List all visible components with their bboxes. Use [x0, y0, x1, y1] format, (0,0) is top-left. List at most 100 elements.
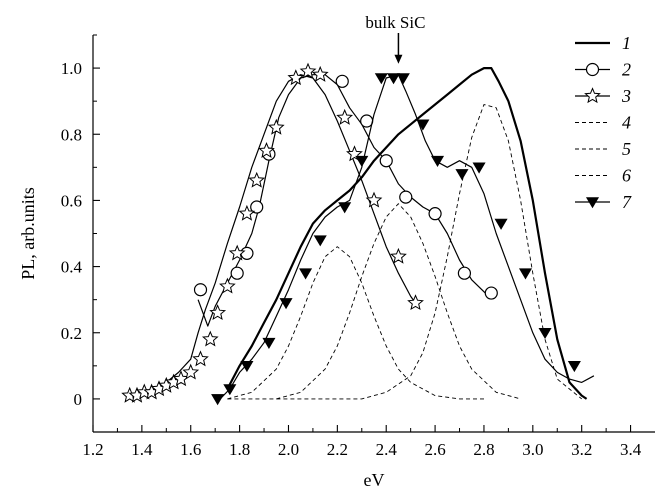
series-7-marker: [455, 169, 469, 181]
series-7-marker: [374, 73, 388, 85]
x-tick-label: 2.6: [424, 440, 445, 459]
series-3-line: [124, 74, 416, 397]
series-2-marker: [484, 286, 498, 300]
series-6: [227, 104, 582, 400]
series-7-marker: [431, 155, 445, 168]
series-7-marker: [494, 218, 508, 230]
series-5-line: [276, 203, 521, 400]
legend: 1 2 3 4 5 6 7: [575, 33, 632, 212]
series-2-marker: [399, 190, 413, 204]
legend-label: 1: [622, 33, 631, 53]
legend-label: 3: [621, 86, 631, 106]
series-4-line: [227, 246, 484, 400]
series-3-marker: [299, 62, 317, 79]
series-7-marker: [338, 202, 352, 214]
series-7-marker: [396, 73, 410, 85]
y-tick-label: 0.6: [61, 191, 82, 210]
legend-item-2: 2: [575, 60, 631, 80]
series-3-marker: [267, 118, 285, 135]
series-7-line: [219, 74, 595, 400]
series-3-marker: [336, 108, 354, 125]
series-3-marker: [182, 363, 200, 380]
legend-label: 4: [622, 113, 631, 133]
series-3-marker: [407, 294, 424, 311]
series-7: [211, 73, 595, 406]
series-2-marker: [335, 74, 349, 88]
series-3-marker: [238, 204, 256, 221]
series-7-marker: [387, 73, 401, 85]
series-6-line: [227, 104, 582, 400]
series-7-marker: [299, 268, 313, 280]
x-tick-label: 1.6: [180, 440, 201, 459]
series-7-marker: [355, 155, 369, 168]
series-3-marker: [248, 171, 266, 188]
series-3-marker: [287, 69, 305, 86]
series-1: [226, 66, 588, 400]
series-7-marker: [279, 298, 293, 310]
legend-label: 7: [622, 192, 632, 212]
x-tick-label: 3.4: [620, 440, 642, 459]
annotation-arrow-head: [394, 54, 403, 64]
x-tick-label: 2.0: [278, 440, 299, 459]
series-2-marker: [379, 154, 393, 168]
series-5: [276, 203, 521, 400]
series-3-marker: [192, 350, 209, 367]
series-3-marker: [311, 65, 329, 82]
series-4: [227, 246, 484, 400]
series-3-marker: [390, 247, 407, 264]
series-3-marker: [228, 244, 246, 261]
series-7-marker: [538, 327, 552, 340]
series-2-marker: [230, 266, 244, 280]
legend-item-7: 7: [575, 192, 632, 212]
series-7-marker: [567, 361, 581, 373]
legend-swatch-marker: [585, 62, 600, 77]
y-tick-label: 0: [74, 390, 83, 409]
x-tick-label: 2.4: [376, 440, 398, 459]
legend-item-3: 3: [575, 86, 631, 106]
series-2-marker: [250, 200, 264, 214]
legend-label: 2: [622, 60, 631, 80]
x-tick-label: 1.8: [229, 440, 250, 459]
series-3-marker: [209, 304, 227, 321]
legend-item-4: 4: [575, 113, 631, 133]
series-3: [121, 62, 424, 403]
legend-item-1: 1: [575, 33, 631, 53]
series-3-marker: [365, 191, 383, 208]
y-tick-label: 0.2: [61, 324, 82, 343]
x-tick-label: 2.2: [327, 440, 348, 459]
axes-layer: 1.2 1.4 1.6 1.8 2.0 2.2 2.4 2.6 2.8 3.0 3.2 3.4 0 0.2…: [61, 34, 655, 459]
series-2-marker: [193, 283, 208, 297]
series-2-marker: [457, 266, 472, 280]
annotation-label: bulk SiC: [365, 13, 425, 32]
x-tick-label: 3.2: [571, 440, 592, 459]
y-tick-label: 0.4: [61, 258, 83, 277]
annotation: bulk SiC: [365, 13, 425, 64]
x-tick-label: 3.0: [522, 440, 543, 459]
x-tick-label: 1.4: [131, 440, 153, 459]
legend-item-5: 5: [575, 139, 631, 159]
series-3-marker: [258, 142, 275, 158]
series-7-marker: [416, 119, 430, 131]
y-tick-label: 0.8: [61, 125, 82, 144]
series-7-marker: [262, 337, 276, 349]
y-tick-label: 1.0: [61, 59, 82, 78]
legend-label: 5: [622, 139, 631, 159]
series-7-marker: [472, 162, 486, 174]
series-3-marker: [219, 277, 236, 294]
series-7-marker: [313, 235, 327, 247]
legend-item-6: 6: [575, 166, 631, 186]
series-7-marker: [223, 384, 237, 396]
series-7-marker: [211, 394, 225, 406]
series-1-line: [226, 66, 588, 400]
series-layer: [121, 62, 595, 406]
y-axis-title: PL, arb.units: [18, 187, 38, 280]
series-2-marker: [240, 246, 254, 260]
series-7-marker: [518, 268, 533, 280]
legend-swatch-marker: [584, 87, 601, 104]
series-2-marker: [360, 114, 374, 128]
x-tick-label: 2.8: [473, 440, 494, 459]
series-2-marker: [428, 207, 442, 221]
legend-swatch-marker: [585, 197, 600, 209]
